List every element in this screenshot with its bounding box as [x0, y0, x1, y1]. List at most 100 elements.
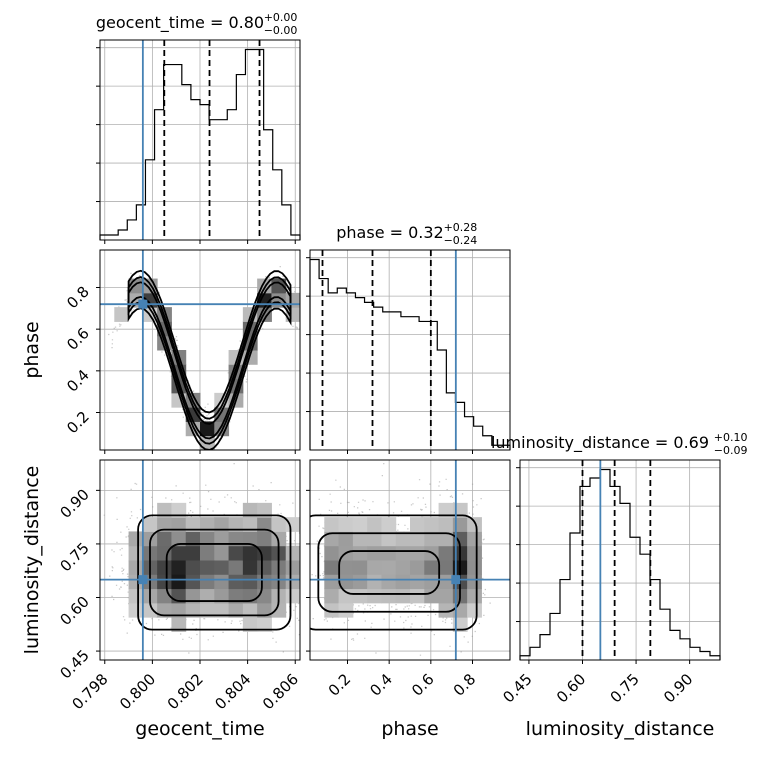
title-upper-error: +0.28	[444, 221, 478, 234]
density-cell	[185, 545, 201, 561]
density-cell	[185, 531, 201, 547]
density-cell	[381, 560, 397, 575]
panel-title-phase: phase = 0.32 +0.28−0.24	[336, 221, 477, 247]
density-cell	[257, 574, 272, 590]
panel-content	[310, 460, 510, 660]
density-cell	[467, 588, 482, 604]
density-cell	[438, 531, 454, 547]
panel-geocent_time-vs-luminosity_distance	[96, 459, 301, 664]
x-axis-label-geocent_time: geocent_time	[135, 718, 264, 740]
density-cell	[257, 531, 272, 547]
y-tick-label: 0.90	[56, 485, 92, 521]
density-cell	[352, 574, 368, 590]
density-cell	[257, 560, 272, 575]
density-cell	[185, 588, 201, 604]
histogram-phase	[309, 258, 511, 450]
density-cell	[242, 560, 258, 575]
density-cell	[410, 560, 425, 575]
x-tick-label: 0.806	[259, 670, 302, 713]
density-cell	[352, 531, 368, 547]
density-cell	[352, 545, 368, 561]
density-cell	[285, 574, 300, 590]
density-cell	[185, 517, 201, 532]
title-upper-error: +0.00	[264, 11, 298, 24]
density-cell	[324, 560, 340, 575]
density-cell	[438, 517, 454, 532]
y-axis-label-luminosity_distance: luminosity_distance	[21, 466, 43, 655]
x-tick-label: 0.802	[164, 670, 207, 713]
density-cell	[410, 517, 425, 532]
density-cell	[128, 560, 144, 575]
panel-phase-vs-luminosity_distance	[306, 459, 511, 664]
density-cell	[242, 502, 258, 518]
contour-level-1	[127, 269, 292, 450]
density-cell	[214, 574, 230, 590]
y-tick-label: 0.4	[63, 366, 93, 396]
density-cell	[157, 574, 172, 590]
density-cell	[467, 531, 482, 547]
density-cell	[410, 545, 425, 561]
density-cell	[285, 545, 300, 561]
density-cell	[271, 517, 287, 532]
density-cell	[352, 588, 368, 604]
density-cell	[410, 531, 425, 547]
density-cell	[324, 574, 340, 590]
axes-frame	[309, 249, 511, 451]
contour-level-2	[149, 528, 280, 617]
density-cell	[200, 421, 215, 437]
y-tick-label: 0.45	[56, 646, 92, 682]
density-cell	[424, 560, 440, 575]
density-cell	[424, 574, 440, 590]
density-cell	[200, 602, 215, 618]
density-cell	[171, 545, 187, 561]
hist-panel-geocent_time: geocent_time = 0.80 +0.00−0.00	[96, 11, 301, 244]
density-cell	[367, 517, 382, 532]
contour-level-3	[127, 281, 292, 440]
density-cell	[395, 531, 411, 547]
density-cell	[338, 574, 354, 590]
density-cell	[367, 545, 382, 561]
density-cell	[171, 517, 187, 532]
x-tick-label: 0.4	[366, 670, 396, 700]
density-cell	[381, 545, 397, 561]
density-cell	[242, 545, 258, 561]
density-cell	[324, 545, 340, 561]
density-cell	[381, 574, 397, 590]
density-cell	[185, 602, 201, 618]
panel-title-geocent_time: geocent_time = 0.80 +0.00−0.00	[96, 11, 298, 37]
x-tick-label: 0.45	[499, 670, 535, 706]
density-cell	[128, 588, 144, 604]
density-cell	[242, 517, 258, 532]
x-tick-label: 0.60	[553, 670, 589, 706]
density-cell	[352, 560, 368, 575]
density-cell	[338, 602, 354, 618]
density-cell	[257, 617, 272, 632]
density-cell	[185, 574, 201, 590]
density-cell	[200, 517, 215, 532]
truth-marker	[138, 575, 148, 585]
y-tick-label: 0.6	[63, 324, 93, 354]
density-cell	[271, 602, 287, 618]
density-cell	[157, 560, 172, 575]
title-lower-error: −0.00	[264, 24, 298, 37]
density-cell	[424, 531, 440, 547]
density-cell	[381, 531, 397, 547]
panel-content	[100, 460, 300, 660]
density-cell	[171, 502, 187, 518]
density-cell	[438, 502, 454, 518]
density-cell	[242, 574, 258, 590]
density-cell	[171, 560, 187, 575]
density-cell	[128, 531, 144, 547]
density-cell	[367, 574, 382, 590]
density-cell	[338, 588, 354, 604]
density-cell	[438, 588, 454, 604]
density-cell	[381, 588, 397, 604]
density-cell	[200, 574, 215, 590]
density-cell	[395, 574, 411, 590]
y-tick-label: 0.2	[63, 408, 93, 438]
x-tick-label: 0.75	[607, 670, 643, 706]
density-cell	[157, 531, 172, 547]
density-cell	[367, 531, 382, 547]
x-tick-label: 0.2	[325, 670, 355, 700]
